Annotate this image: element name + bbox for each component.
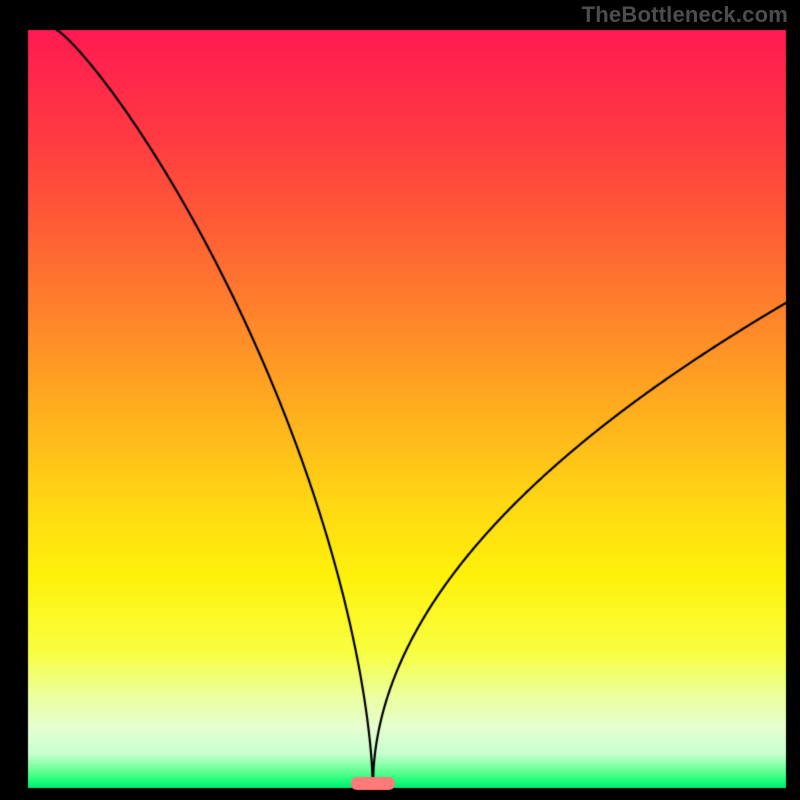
bottleneck-chart: [0, 0, 800, 800]
